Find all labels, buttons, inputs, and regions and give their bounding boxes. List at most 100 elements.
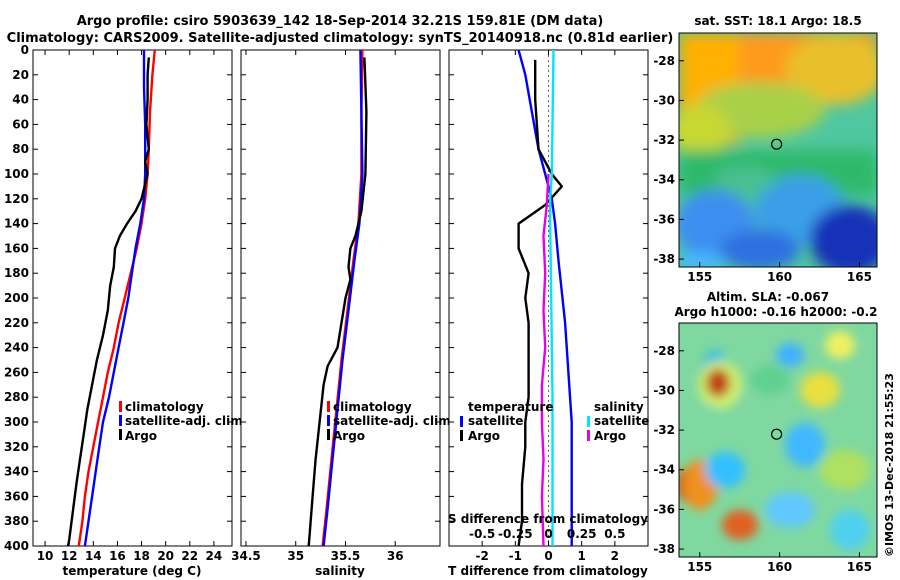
- difference-panel: -2 -1 0 1 2 temperature satellite Argo salin…: [448, 49, 649, 578]
- depth-tick-label: 20: [12, 68, 29, 82]
- depth-tick-label: 100: [4, 167, 29, 181]
- depth-tick-label: 380: [4, 514, 29, 528]
- lat-tick-label: -34: [653, 173, 675, 187]
- depth-tick-label: 220: [4, 316, 29, 330]
- sla-map: Altim. SLA: -0.067 Argo h1000: -0.16 h20…: [653, 290, 877, 574]
- lat-tick-label: -34: [653, 463, 675, 477]
- x-tick-label: 0: [544, 549, 552, 563]
- lat-tick-label: -30: [653, 93, 675, 107]
- depth-tick-label: 340: [4, 465, 29, 479]
- s-difference-ticks: -0.5 -0.25 0 0.25 0.5: [469, 527, 625, 541]
- salinity-x-axis: 34.5 35 35.5 36: [231, 50, 404, 563]
- legend-swatch-argo: [119, 429, 122, 440]
- salinity-panel: 34.5 35 35.5 36 climatology satellite-adj. …: [231, 49, 455, 578]
- x-tick-label: -1: [509, 549, 522, 563]
- lat-tick-label: -32: [653, 423, 675, 437]
- depth-tick-label: 300: [4, 415, 29, 429]
- depth-tick-label: 40: [12, 93, 29, 107]
- legend-label-climatology: climatology: [333, 400, 412, 414]
- x-tick-label: 36: [387, 549, 404, 563]
- lat-tick-label: -38: [653, 252, 675, 266]
- legend-label-argo: Argo: [333, 429, 365, 443]
- salinity-series: [307, 50, 368, 546]
- series-line-argo: [307, 57, 368, 546]
- x-tick-label: 2: [611, 549, 619, 563]
- x-tick-label: 24: [206, 549, 223, 563]
- sla-map-title-line2: Argo h1000: -0.16 h2000: -0.2: [674, 305, 877, 319]
- x-tick-label: 18: [133, 549, 150, 563]
- series-line-satellite-adj-clim-: [83, 50, 147, 546]
- depth-tick-label: 260: [4, 365, 29, 379]
- salinity-depth-ticks: [241, 49, 440, 547]
- lat-tick-label: -32: [653, 133, 675, 147]
- legend-label-satellite-adj: satellite-adj. clim.: [333, 414, 455, 428]
- temperature-plot-frame: [32, 49, 233, 547]
- sst-map-axes: 155 160 165 -28 -30 -32 -34 -36 -38: [653, 54, 872, 284]
- legend-swatch-satellite-adj: [327, 415, 330, 426]
- depth-tick-label: 140: [4, 217, 29, 231]
- sst-map: sat. SST: 18.1 Argo: 18.5 155 160 165 -28 -3…: [653, 14, 878, 284]
- difference-legend-salinity: salinity satellite Argo: [587, 400, 649, 443]
- difference-depth-ticks: [449, 49, 648, 547]
- lon-tick-label: 165: [847, 560, 872, 574]
- x-tick-label: 34.5: [231, 549, 261, 563]
- depth-tick-label: 360: [4, 489, 29, 503]
- x-tick-label: 35.5: [331, 549, 361, 563]
- lon-tick-label: 155: [687, 560, 712, 574]
- depth-tick-label: 200: [4, 291, 29, 305]
- s-tick-label: -0.5: [469, 527, 495, 541]
- argo-location-marker: [770, 138, 783, 150]
- x-tick-label: -2: [475, 549, 488, 563]
- legend-swatch-argo: [327, 429, 330, 440]
- x-tick-label: 20: [157, 549, 174, 563]
- difference-x-axis: -2 -1 0 1 2: [475, 50, 619, 563]
- x-tick-label: 16: [109, 549, 126, 563]
- legend-swatch-s-argo: [587, 430, 590, 441]
- s-tick-label: 0.5: [604, 527, 625, 541]
- depth-tick-label: 80: [12, 142, 29, 156]
- legend-swatch-climatology: [119, 401, 122, 412]
- difference-legend-temperature: temperature satellite Argo: [460, 400, 553, 443]
- x-tick-label: 1: [577, 549, 585, 563]
- footer-credit: ©IMOS 13-Dec-2018 21:55:23: [883, 373, 896, 557]
- lon-tick-label: 165: [847, 270, 872, 284]
- x-tick-label: 12: [61, 549, 78, 563]
- title-line1: Argo profile: csiro 5903639_142 18-Sep-2…: [77, 14, 604, 29]
- sst-field: [679, 33, 877, 267]
- legend-title-temperature: temperature: [468, 400, 553, 414]
- sla-field: [679, 323, 877, 557]
- sst-map-frame: [678, 32, 878, 268]
- temperature-panel: 0 20 40 60 80 100 120 140 160 180 200 220 240 260 280 3…: [4, 43, 247, 578]
- depth-tick-label: 60: [12, 117, 29, 131]
- depth-tick-label: 180: [4, 266, 29, 280]
- depth-tick-label: 0: [21, 43, 29, 57]
- s-difference-label: S difference from climatology: [448, 512, 648, 526]
- depth-tick-label: 320: [4, 440, 29, 454]
- temperature-xlabel: temperature (deg C): [63, 564, 202, 578]
- temperature-x-axis: 10 12 14 16 18 20 22 24: [37, 50, 223, 563]
- x-tick-label: 35: [287, 549, 304, 563]
- legend-label-t-satellite: satellite: [468, 414, 523, 428]
- legend-label-climatology: climatology: [125, 400, 204, 414]
- legend-swatch-s-satellite: [587, 416, 590, 427]
- lon-tick-label: 160: [767, 560, 792, 574]
- s-tick-label: 0: [544, 527, 552, 541]
- temperature-legend: climatology satellite-adj. clim. Argo: [119, 400, 247, 443]
- x-tick-label: 10: [37, 549, 54, 563]
- depth-tick-label: 120: [4, 192, 29, 206]
- series-line-s-satellite: [549, 50, 555, 546]
- x-tick-label: 14: [85, 549, 102, 563]
- lat-tick-label: -28: [653, 344, 675, 358]
- depth-tick-label: 160: [4, 241, 29, 255]
- legend-swatch-satellite-adj: [119, 415, 122, 426]
- depth-tick-label: 400: [4, 539, 29, 553]
- legend-swatch-t-satellite: [460, 416, 463, 427]
- lat-tick-label: -28: [653, 54, 675, 68]
- salinity-xlabel: salinity: [315, 564, 365, 578]
- title-line2: Climatology: CARS2009. Satellite-adjuste…: [7, 31, 674, 46]
- lat-tick-label: -36: [653, 502, 675, 516]
- temperature-series: [66, 50, 156, 546]
- x-tick-label: 22: [181, 549, 198, 563]
- difference-series: [517, 50, 573, 546]
